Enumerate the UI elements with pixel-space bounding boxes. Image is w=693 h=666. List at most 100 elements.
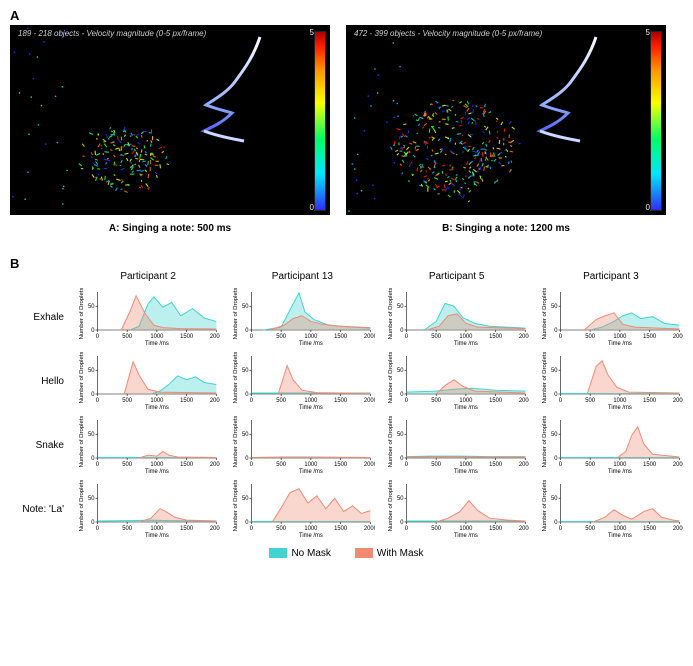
svg-text:Time /ms: Time /ms — [299, 469, 323, 474]
svg-text:Time /ms: Time /ms — [145, 341, 169, 346]
svg-text:Time /ms: Time /ms — [608, 469, 632, 474]
row-head: Note: 'La' — [10, 504, 66, 515]
mini-chart: 0500100015002000050Time /msNumber of Dro… — [385, 416, 529, 474]
svg-text:1500: 1500 — [489, 334, 503, 340]
svg-text:1500: 1500 — [643, 526, 657, 532]
svg-text:1000: 1000 — [459, 462, 473, 468]
svg-text:0: 0 — [554, 520, 558, 526]
panel-a: 189 - 218 objects - Velocity magnitude (… — [10, 25, 683, 234]
svg-text:0: 0 — [554, 328, 558, 334]
svg-text:500: 500 — [585, 334, 595, 340]
svg-text:Number of Droplets/n: Number of Droplets/n — [79, 480, 85, 531]
svg-text:500: 500 — [431, 334, 441, 340]
mini-chart: 0500100015002000050Time /msNumber of Dro… — [76, 416, 220, 474]
col-head: Participant 3 — [539, 271, 683, 282]
svg-text:Time /ms: Time /ms — [145, 533, 169, 538]
svg-text:Number of Droplets/n: Number of Droplets/n — [233, 288, 239, 339]
svg-text:0: 0 — [91, 520, 95, 526]
svg-text:Time /ms: Time /ms — [299, 341, 323, 346]
svg-text:0: 0 — [91, 392, 95, 398]
svg-text:0: 0 — [250, 526, 254, 532]
svg-text:500: 500 — [122, 526, 132, 532]
col-head: Participant 5 — [385, 271, 529, 282]
svg-text:50: 50 — [242, 432, 249, 438]
svg-text:1500: 1500 — [489, 462, 503, 468]
svg-text:1000: 1000 — [305, 334, 319, 340]
row-head: Hello — [10, 376, 66, 387]
svg-text:Number of Droplets/n: Number of Droplets/n — [79, 288, 85, 339]
svg-text:2000: 2000 — [518, 334, 528, 340]
svg-text:50: 50 — [242, 496, 249, 502]
svg-text:Time /ms: Time /ms — [145, 405, 169, 410]
svg-text:1000: 1000 — [150, 462, 164, 468]
svg-text:50: 50 — [397, 496, 404, 502]
svg-text:0: 0 — [246, 520, 250, 526]
svg-text:1000: 1000 — [150, 398, 164, 404]
svg-text:Time /ms: Time /ms — [299, 405, 323, 410]
svg-text:0: 0 — [400, 392, 404, 398]
svg-text:500: 500 — [585, 398, 595, 404]
svg-text:0: 0 — [559, 334, 563, 340]
caption-left: A: Singing a note: 500 ms — [10, 223, 330, 234]
mini-chart: 0500100015002000050Time /msNumber of Dro… — [539, 352, 683, 410]
mini-chart: 0500100015002000050Time /msNumber of Dro… — [385, 352, 529, 410]
mini-chart: 0500100015002000050Time /msNumber of Dro… — [230, 288, 374, 346]
svg-text:Number of Droplets/n: Number of Droplets/n — [387, 480, 393, 531]
svg-text:2000: 2000 — [364, 398, 374, 404]
svg-text:1500: 1500 — [334, 526, 348, 532]
svg-text:Number of Droplets/n: Number of Droplets/n — [542, 352, 548, 403]
mini-chart: 0500100015002000050Time /msNumber of Dro… — [230, 352, 374, 410]
svg-text:Time /ms: Time /ms — [454, 341, 478, 346]
legend-no-mask: No Mask — [269, 548, 330, 559]
svg-text:1500: 1500 — [643, 334, 657, 340]
svg-text:500: 500 — [585, 526, 595, 532]
svg-text:1000: 1000 — [305, 526, 319, 532]
svg-text:0: 0 — [250, 398, 254, 404]
svg-text:1500: 1500 — [643, 462, 657, 468]
svg-text:2000: 2000 — [364, 462, 374, 468]
svg-text:2000: 2000 — [518, 526, 528, 532]
svg-text:0: 0 — [400, 520, 404, 526]
svg-text:0: 0 — [246, 456, 250, 462]
svg-text:0: 0 — [404, 334, 408, 340]
svg-text:0: 0 — [404, 526, 408, 532]
svg-text:Time /ms: Time /ms — [608, 533, 632, 538]
row-head: Snake — [10, 440, 66, 451]
svg-text:50: 50 — [88, 496, 95, 502]
row-head: Exhale — [10, 312, 66, 323]
svg-text:Number of Droplets/n: Number of Droplets/n — [233, 352, 239, 403]
svg-text:1500: 1500 — [180, 462, 194, 468]
svg-text:2000: 2000 — [673, 526, 683, 532]
svg-text:Time /ms: Time /ms — [299, 533, 323, 538]
mini-chart: 0500100015002000050Time /msNumber of Dro… — [539, 416, 683, 474]
svg-text:Time /ms: Time /ms — [454, 469, 478, 474]
svg-text:50: 50 — [551, 368, 558, 374]
svg-text:50: 50 — [397, 432, 404, 438]
svg-text:0: 0 — [554, 392, 558, 398]
svg-text:0: 0 — [246, 328, 250, 334]
svg-text:Number of Droplets/n: Number of Droplets/n — [542, 288, 548, 339]
svg-text:0: 0 — [559, 462, 563, 468]
svg-text:1500: 1500 — [489, 526, 503, 532]
svg-text:1500: 1500 — [180, 398, 194, 404]
svg-text:1000: 1000 — [150, 334, 164, 340]
svg-text:500: 500 — [431, 526, 441, 532]
svg-text:500: 500 — [122, 334, 132, 340]
svg-text:1500: 1500 — [334, 398, 348, 404]
svg-text:500: 500 — [277, 398, 287, 404]
col-head: Participant 2 — [76, 271, 220, 282]
svg-text:Number of Droplets/n: Number of Droplets/n — [542, 416, 548, 467]
mini-chart: 0500100015002000050Time /msNumber of Dro… — [539, 480, 683, 538]
mini-chart: 0500100015002000050Time /msNumber of Dro… — [539, 288, 683, 346]
svg-text:1000: 1000 — [459, 334, 473, 340]
svg-text:50: 50 — [88, 368, 95, 374]
svg-text:Number of Droplets/n: Number of Droplets/n — [387, 288, 393, 339]
svg-text:0: 0 — [91, 456, 95, 462]
velocity-panel-left: 189 - 218 objects - Velocity magnitude (… — [10, 25, 330, 234]
svg-text:0: 0 — [404, 462, 408, 468]
mini-chart: 0500100015002000050Time /msNumber of Dro… — [230, 416, 374, 474]
svg-text:Number of Droplets/n: Number of Droplets/n — [387, 416, 393, 467]
svg-text:500: 500 — [122, 398, 132, 404]
svg-text:2000: 2000 — [673, 462, 683, 468]
svg-text:0: 0 — [96, 398, 100, 404]
